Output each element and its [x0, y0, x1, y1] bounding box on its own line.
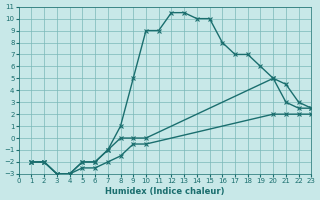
X-axis label: Humidex (Indice chaleur): Humidex (Indice chaleur): [105, 187, 225, 196]
